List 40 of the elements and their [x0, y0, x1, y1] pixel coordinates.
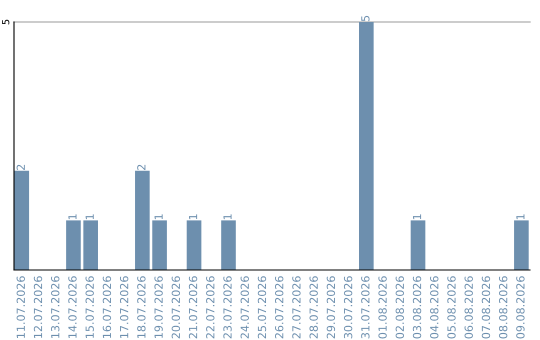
x-tick-label: 18.07.2026 — [137, 276, 146, 338]
x-tick-label: 26.07.2026 — [275, 276, 284, 338]
x-tick-label: 14.07.2026 — [68, 276, 77, 338]
x-tick-label: 21.07.2026 — [188, 276, 198, 338]
x-tick-label: 09.08.2026 — [516, 276, 525, 338]
x-tick-label: 27.07.2026 — [292, 276, 301, 338]
x-tick-label: 20.07.2026 — [172, 276, 180, 338]
x-tick-label: 23.07.2026 — [223, 276, 232, 338]
x-tick-label: 13.07.2026 — [51, 276, 60, 338]
x-tick-label: 01.08.2026 — [378, 276, 387, 338]
data-label: 1 — [154, 214, 163, 220]
x-tick-label: 15.07.2026 — [85, 276, 94, 338]
x-tick-label: 31.07.2026 — [361, 276, 370, 338]
x-tick-label: 22.07.2026 — [206, 276, 214, 338]
x-tick-label: 19.07.2026 — [154, 276, 163, 338]
x-tick-label: 25.07.2026 — [258, 276, 266, 338]
x-tick-label: 03.08.2026 — [412, 276, 422, 338]
data-label: 1 — [68, 214, 77, 220]
data-label: 1 — [516, 214, 524, 220]
data-label: 1 — [86, 214, 94, 220]
x-tick-label: 11.07.2026 — [16, 276, 25, 338]
x-tick-label: 24.07.2026 — [240, 276, 249, 338]
data-label: 1 — [189, 214, 198, 220]
x-tick-label: 07.08.2026 — [482, 276, 490, 338]
data-label: 2 — [137, 164, 146, 170]
x-tick-label: 16.07.2026 — [102, 276, 112, 338]
x-tick-label: 17.07.2026 — [120, 276, 128, 338]
x-tick-label: 30.07.2026 — [344, 276, 352, 338]
data-label: 5 — [361, 16, 370, 22]
x-tick-label: 12.07.2026 — [34, 276, 42, 338]
x-tick-label: 29.07.2026 — [326, 276, 336, 338]
data-label: 1 — [412, 214, 422, 220]
data-label: 2 — [16, 164, 25, 170]
data-label: 1 — [223, 214, 232, 220]
x-tick-label: 02.08.2026 — [396, 276, 404, 338]
x-tick-label: 28.07.2026 — [309, 276, 318, 338]
x-tick-label: 06.08.2026 — [464, 276, 473, 338]
x-tick-label: 04.08.2026 — [430, 276, 438, 338]
x-tick-label: 08.08.2026 — [498, 276, 508, 338]
x-tick-label: 05.08.2026 — [447, 276, 456, 338]
